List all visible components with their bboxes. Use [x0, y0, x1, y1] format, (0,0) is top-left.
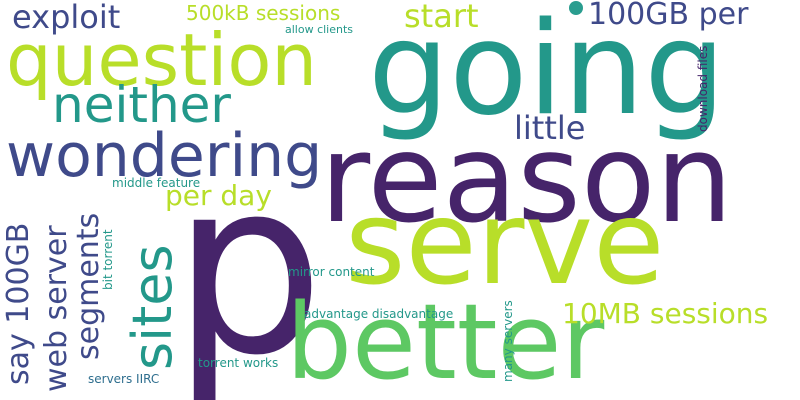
word-sites: sites: [121, 244, 184, 370]
word-exploit: exploit: [12, 0, 121, 36]
word-allow-clients: allow clients: [285, 23, 354, 36]
word-download-files: download files: [696, 45, 710, 132]
word-p: p: [172, 128, 325, 400]
word-wondering: wondering: [6, 121, 323, 191]
word-web-server: web server: [39, 225, 74, 392]
word-10mb-sessions: 10MB sessions: [562, 297, 769, 330]
word-serve: serve: [345, 176, 665, 311]
word-servers-iirc: servers IIRC: [88, 372, 160, 386]
word-reason: reason: [320, 108, 733, 250]
word-advantage-disadvantage: advantage disadvantage: [304, 307, 454, 321]
word-bit-torrent: bit torrent: [101, 229, 115, 290]
word-mirror-content: mirror content: [288, 265, 375, 279]
word-question: question: [6, 18, 318, 102]
word-per-day: per day: [165, 179, 272, 212]
word-start: start: [404, 0, 479, 35]
word-say-100gb: say 100GB: [1, 222, 36, 385]
word-neither: neither: [52, 76, 231, 134]
word-middle-feature: middle feature: [112, 176, 201, 190]
word-segments: segments: [71, 212, 106, 360]
word-little: little: [514, 109, 586, 147]
word-better: better: [286, 281, 605, 400]
word-going: going: [368, 0, 726, 144]
word-100gb-per: 100GB per: [588, 0, 749, 32]
dot-icon: [569, 1, 583, 15]
word-torrent-works: torrent works: [198, 356, 279, 370]
word-many-servers: many servers: [501, 300, 515, 382]
word-500kb-sessions: 500kB sessions: [186, 1, 341, 25]
